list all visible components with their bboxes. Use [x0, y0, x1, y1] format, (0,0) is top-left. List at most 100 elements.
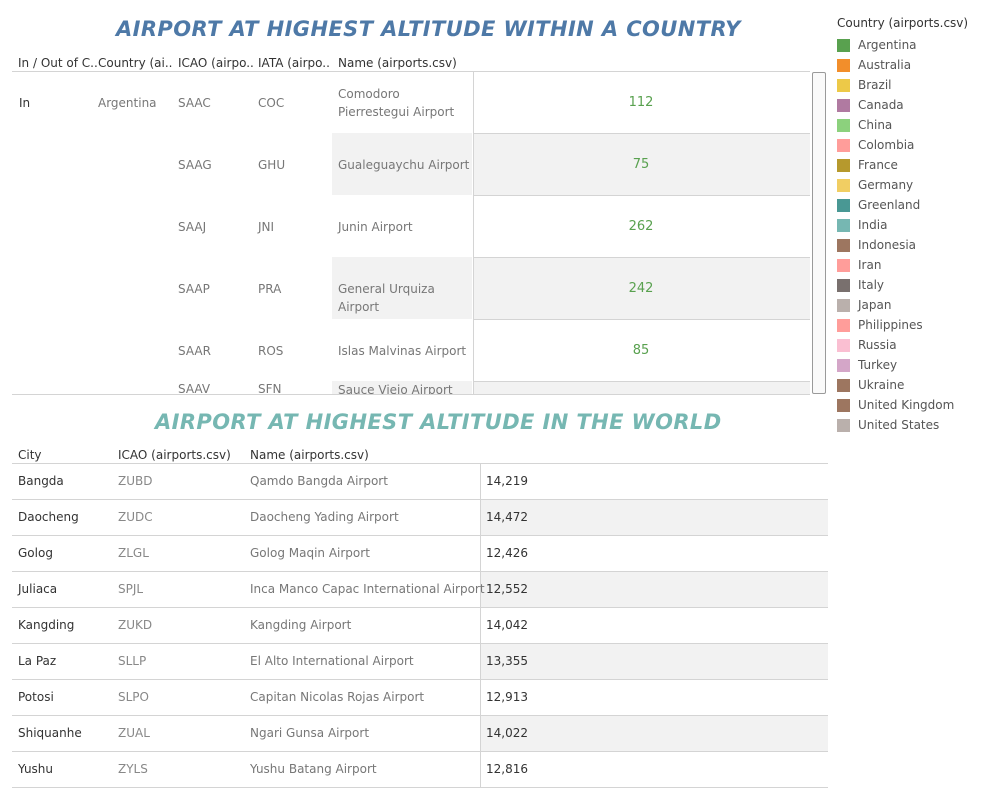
altitude-value[interactable]: 242 — [628, 281, 654, 296]
legend-title[interactable]: Country (airports.csv) — [837, 16, 969, 30]
airport-name-cell: Golog Maqin Airport — [250, 546, 370, 560]
iata-cell: SFN — [258, 382, 282, 395]
table-row[interactable]: Daocheng ZUDC Daocheng Yading Airport 14… — [12, 499, 828, 535]
altitude-value[interactable]: 12,913 — [486, 690, 528, 704]
table-row[interactable]: SAAP PRA General Urquiza Airport 242 — [12, 257, 810, 319]
icao-cell: ZUDC — [118, 510, 153, 524]
legend-swatch — [837, 358, 850, 372]
legend-label: Indonesia — [858, 238, 917, 252]
table-row[interactable]: SAAJ JNI Junin Airport 262 — [12, 195, 810, 257]
table-row[interactable]: Juliaca SPJL Inca Manco Capac Internatio… — [12, 571, 828, 607]
top-chart-title: AIRPORT AT HIGHEST ALTITUDE WITHIN A COU… — [116, 17, 741, 41]
icao-cell: SAAG — [178, 158, 212, 172]
city-cell: Kangding — [18, 618, 75, 632]
table-row[interactable]: La Paz SLLP El Alto International Airpor… — [12, 643, 828, 679]
altitude-value[interactable]: 85 — [632, 343, 650, 358]
altitude-value[interactable]: 112 — [628, 95, 654, 110]
table-row[interactable]: Golog ZLGL Golog Maqin Airport 12,426 — [12, 535, 828, 571]
legend-item[interactable]: Iran — [837, 255, 968, 275]
icao-cell: SAAP — [178, 282, 210, 296]
airport-name-cell: General Urquiza Airport — [338, 282, 435, 314]
table-row[interactable]: Kangding ZUKD Kangding Airport 14,042 — [12, 607, 828, 643]
legend-item[interactable]: Italy — [837, 275, 968, 295]
city-cell: Yushu — [18, 762, 54, 776]
legend-item[interactable]: Brazil — [837, 75, 968, 95]
city-cell: Juliaca — [18, 582, 58, 596]
header-name[interactable]: Name (airports.csv) — [250, 448, 369, 462]
legend-label: Italy — [858, 278, 885, 292]
legend-swatch — [837, 418, 850, 432]
icao-cell: SAAJ — [178, 220, 207, 234]
legend-label: Japan — [858, 298, 892, 312]
legend-swatch — [837, 38, 850, 52]
table-row[interactable]: Bangda ZUBD Qamdo Bangda Airport 14,219 — [12, 463, 828, 499]
legend-label: Australia — [858, 58, 912, 72]
city-cell: Shiquanhe — [18, 726, 82, 740]
legend-label: Germany — [858, 178, 914, 192]
table-row[interactable]: Potosi SLPO Capitan Nicolas Rojas Airpor… — [12, 679, 828, 715]
altitude-value[interactable]: 14,022 — [486, 726, 528, 740]
legend-swatch — [837, 298, 850, 312]
legend-item[interactable]: Canada — [837, 95, 968, 115]
legend-label: Colombia — [858, 138, 915, 152]
altitude-value[interactable]: 12,552 — [486, 582, 528, 596]
altitude-value[interactable]: 14,219 — [486, 474, 528, 488]
altitude-value[interactable]: 12,816 — [486, 762, 528, 776]
header-iata[interactable]: IATA (airpo.. — [258, 56, 330, 70]
legend-item[interactable]: Argentina — [837, 35, 968, 55]
legend-item[interactable]: United States — [837, 415, 968, 435]
airport-name-cell: El Alto International Airport — [250, 654, 414, 668]
legend-item[interactable]: Russia — [837, 335, 968, 355]
table-row[interactable]: Shiquanhe ZUAL Ngari Gunsa Airport 14,02… — [12, 715, 828, 751]
iata-cell: JNI — [258, 220, 275, 234]
legend-item[interactable]: Australia — [837, 55, 968, 75]
legend-swatch — [837, 138, 850, 152]
legend-label: China — [858, 118, 893, 132]
table-row[interactable]: Yushu ZYLS Yushu Batang Airport 12,816 — [12, 751, 828, 788]
in-out-value: In — [19, 96, 31, 110]
legend-item[interactable]: India — [837, 215, 968, 235]
legend-swatch — [837, 278, 850, 292]
legend-item[interactable]: Japan — [837, 295, 968, 315]
legend-label: United States — [858, 418, 940, 432]
airport-name-cell: Gualeguaychu Airport — [338, 158, 470, 172]
altitude-value[interactable]: 14,042 — [486, 618, 528, 632]
header-name[interactable]: Name (airports.csv) — [338, 56, 457, 70]
legend-swatch — [837, 98, 850, 112]
icao-cell: SAAV — [178, 382, 211, 395]
legend-label: France — [858, 158, 898, 172]
altitude-value[interactable]: 262 — [628, 219, 654, 234]
icao-cell: SLLP — [118, 654, 147, 668]
header-city[interactable]: City — [18, 448, 42, 462]
legend-item[interactable]: Turkey — [837, 355, 968, 375]
altitude-value[interactable]: 13,355 — [486, 654, 528, 668]
legend-item[interactable]: Colombia — [837, 135, 968, 155]
legend-swatch — [837, 338, 850, 352]
table-row[interactable]: SAAG GHU Gualeguaychu Airport 75 — [12, 133, 810, 195]
legend-item[interactable]: Greenland — [837, 195, 968, 215]
legend-item[interactable]: Ukraine — [837, 375, 968, 395]
legend-item[interactable]: France — [837, 155, 968, 175]
altitude-value[interactable]: 75 — [632, 157, 650, 172]
table-row[interactable]: SAAC COC Comodoro Pierrestegui Airport 1… — [12, 71, 810, 133]
header-in-out[interactable]: In / Out of C.. — [18, 56, 98, 70]
legend-item[interactable]: Germany — [837, 175, 968, 195]
header-icao[interactable]: ICAO (airports.csv) — [118, 448, 231, 462]
header-icao[interactable]: ICAO (airpo.. — [178, 56, 254, 70]
table-row[interactable]: SAAV SFN Sauce Viejo Airport — [12, 381, 810, 395]
legend-item[interactable]: Indonesia — [837, 235, 968, 255]
bottom-chart-title: AIRPORT AT HIGHEST ALTITUDE IN THE WORLD — [155, 410, 722, 434]
altitude-value[interactable]: 12,426 — [486, 546, 528, 560]
legend-item[interactable]: United Kingdom — [837, 395, 968, 415]
legend-item[interactable]: Philippines — [837, 315, 968, 335]
icao-cell: ZUKD — [118, 618, 153, 632]
header-country[interactable]: Country (ai.. — [98, 56, 173, 70]
table-row[interactable]: SAAR ROS Islas Malvinas Airport 85 — [12, 319, 810, 381]
airport-name-cell: Islas Malvinas Airport — [338, 344, 467, 358]
legend-item[interactable]: China — [837, 115, 968, 135]
legend-label: Brazil — [858, 78, 892, 92]
legend-swatch — [837, 258, 850, 272]
altitude-value[interactable]: 14,472 — [486, 510, 528, 524]
color-legend: Country (airports.csv) Argentina Australi… — [837, 16, 968, 435]
vertical-scrollbar[interactable] — [812, 72, 826, 394]
